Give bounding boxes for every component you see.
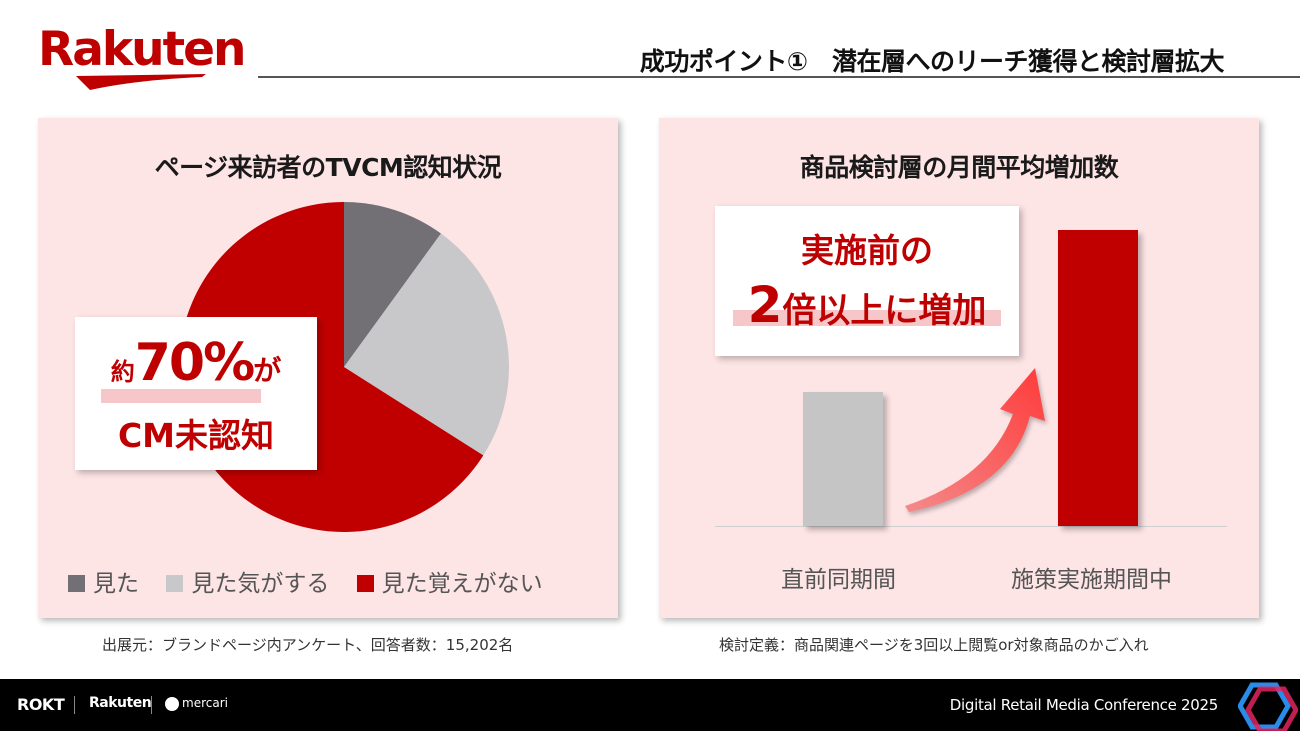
pie-legend: 見た 見た気がする 見た覚えがない bbox=[68, 564, 563, 598]
title-divider bbox=[258, 76, 1300, 78]
bar-during-campaign bbox=[1058, 230, 1138, 526]
conference-logo-icon bbox=[1238, 682, 1298, 731]
pie-slice-saw bbox=[344, 202, 441, 367]
awareness-panel: ページ来訪者のTVCM認知状況 約70%が CM未認知 見た 見た気がする 見た… bbox=[38, 118, 618, 618]
consideration-definition-note: 検討定義：商品関連ページを3回以上閲覧or対象商品のかご入れ bbox=[719, 636, 1149, 654]
legend-label: 見た気がする bbox=[191, 571, 330, 597]
footer-separator bbox=[74, 696, 75, 714]
callout-suffix: が bbox=[253, 354, 282, 387]
rakuten-logo: Rakuten bbox=[38, 22, 246, 90]
bar-before-period bbox=[803, 392, 883, 526]
callout-percent-line: 約70%が bbox=[75, 333, 317, 393]
callout-prefix: 約 bbox=[110, 358, 135, 386]
legend-swatch bbox=[356, 575, 374, 592]
mercari-logo: mercari bbox=[182, 696, 228, 710]
callout-highlight bbox=[733, 310, 1001, 326]
callout-multiplier: 2 bbox=[747, 276, 783, 334]
growth-arrow-icon bbox=[905, 368, 1045, 512]
rakuten-logo-text: Rakuten bbox=[38, 22, 246, 77]
legend-item-saw: 見た bbox=[68, 564, 139, 598]
callout-increase-text: 倍以上に増加 bbox=[782, 291, 987, 331]
bar-chart-baseline bbox=[715, 526, 1227, 527]
rakuten-footer-logo: Rakuten bbox=[89, 695, 152, 711]
mercari-icon bbox=[165, 697, 179, 711]
footer-bar: ROKT Rakuten mercari Digital Retail Medi… bbox=[0, 679, 1300, 731]
pie-slice-maybe-saw bbox=[344, 233, 509, 456]
logo-swoosh-icon bbox=[76, 74, 206, 90]
callout-percent: 70% bbox=[134, 333, 255, 393]
rokt-logo: ROKT bbox=[17, 695, 65, 714]
footer-separator bbox=[151, 696, 152, 714]
x-label-before: 直前同期間 bbox=[781, 567, 896, 593]
consideration-panel: 商品検討層の月間平均増加数 実施前の 2倍以上に増加 直前同期間 施策実施期間中 bbox=[659, 118, 1259, 618]
x-label-during: 施策実施期間中 bbox=[1011, 567, 1172, 593]
legend-item-not-saw: 見た覚えがない bbox=[356, 564, 543, 598]
bar-chart-title: 商品検討層の月間平均増加数 bbox=[799, 153, 1119, 182]
callout-before-text: 実施前の bbox=[801, 231, 933, 270]
legend-label: 見た覚えがない bbox=[381, 571, 543, 597]
legend-item-maybe-saw: 見た気がする bbox=[166, 564, 329, 598]
conference-name: Digital Retail Media Conference 2025 bbox=[949, 696, 1219, 714]
legend-label: 見た bbox=[93, 571, 139, 597]
unaware-callout: 約70%が CM未認知 bbox=[75, 317, 317, 470]
slide-title: 成功ポイント① 潜在層へのリーチ獲得と検討層拡大 bbox=[639, 47, 1225, 76]
survey-source-note: 出展元：ブランドページ内アンケート、回答者数：15,202名 bbox=[102, 636, 514, 654]
pie-chart-title: ページ来訪者のTVCM認知状況 bbox=[154, 153, 502, 182]
increase-callout: 実施前の 2倍以上に増加 bbox=[715, 206, 1019, 356]
callout-highlight bbox=[101, 389, 261, 403]
legend-swatch bbox=[68, 575, 85, 592]
callout-cm-unaware: CM未認知 bbox=[117, 416, 275, 455]
legend-swatch bbox=[166, 575, 184, 592]
callout-increase-line: 2倍以上に増加 bbox=[715, 276, 1019, 334]
